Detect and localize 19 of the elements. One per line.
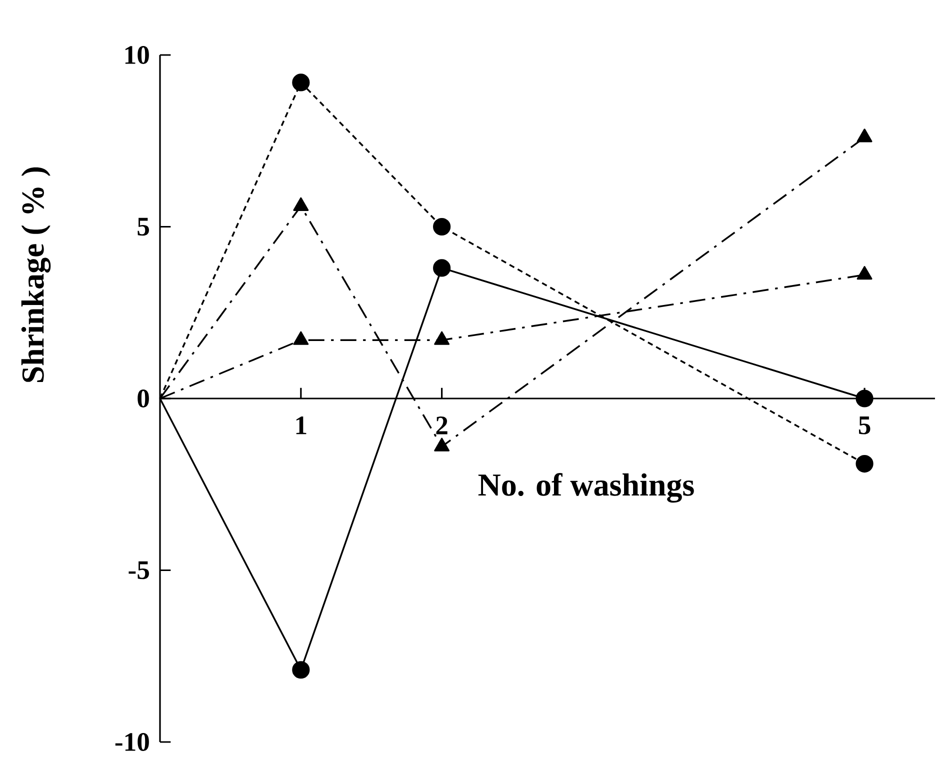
x-axis-title: No. of washings [478,473,694,503]
y-tick-label: -10 [115,733,149,751]
point [434,331,450,345]
point [292,661,310,679]
y-tick-label: -5 [128,561,149,580]
x-tick-label: 1 [296,416,306,434]
point [856,128,872,142]
point [856,454,874,473]
x-tick-label: 2 [436,416,448,434]
y-axis-title: Shrinkage ( % ) [21,167,51,382]
y-tick-label: 0 [138,390,149,408]
y-tick-label: 10 [125,46,149,64]
point [293,197,309,211]
point [293,331,309,345]
point [856,266,872,280]
y-tick-label: 5 [138,218,149,236]
point [434,438,450,452]
point [856,390,874,408]
x-tick-label: 5 [858,416,870,434]
